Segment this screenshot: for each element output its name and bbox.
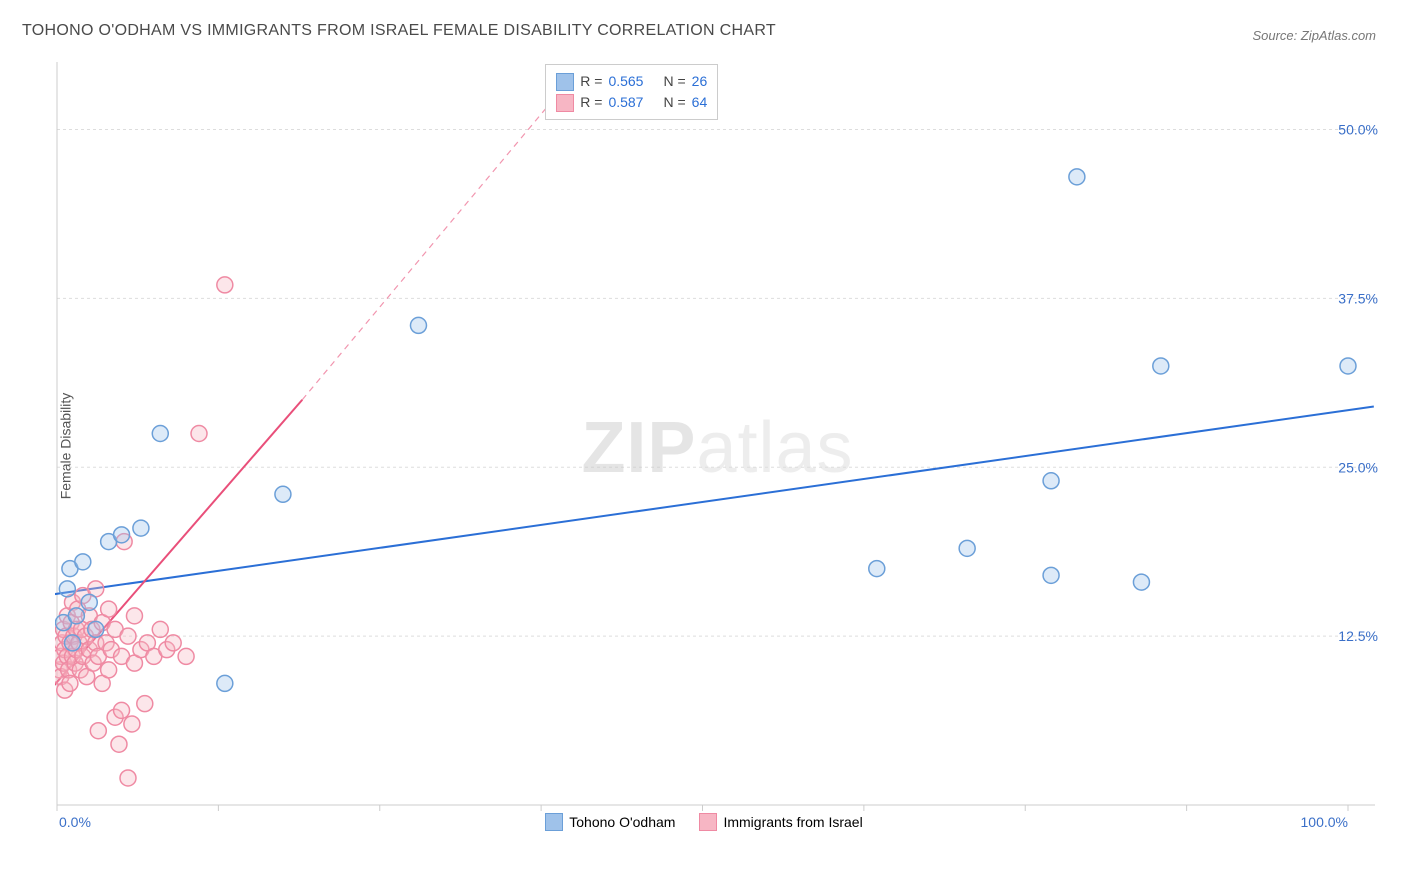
legend-item: Tohono O'odham xyxy=(545,813,675,831)
svg-text:100.0%: 100.0% xyxy=(1301,814,1348,830)
legend-label: Immigrants from Israel xyxy=(723,814,862,830)
legend-swatch xyxy=(556,94,574,112)
source-label: Source: ZipAtlas.com xyxy=(1252,28,1376,43)
r-value: 0.587 xyxy=(608,92,643,113)
chart-title: TOHONO O'ODHAM VS IMMIGRANTS FROM ISRAEL… xyxy=(22,22,776,40)
legend-item: Immigrants from Israel xyxy=(699,813,862,831)
legend-label: Tohono O'odham xyxy=(569,814,675,830)
legend-stat-row: R = 0.565 N = 26 xyxy=(556,71,707,92)
r-label: R = xyxy=(580,92,602,113)
legend-stat-row: R = 0.587 N = 64 xyxy=(556,92,707,113)
scatter-plot: ZIPatlas 25.0%50.0%12.5%37.5%0.0%100.0% … xyxy=(55,60,1380,835)
svg-text:0.0%: 0.0% xyxy=(59,814,91,830)
n-value: 64 xyxy=(692,92,708,113)
legend-swatch xyxy=(699,813,717,831)
r-value: 0.565 xyxy=(608,71,643,92)
n-value: 26 xyxy=(692,71,708,92)
svg-text:25.0%: 25.0% xyxy=(1338,459,1378,475)
legend-stats-box: R = 0.565 N = 26 R = 0.587 N = 64 xyxy=(545,64,718,120)
n-label: N = xyxy=(663,71,685,92)
legend-swatch xyxy=(556,73,574,91)
svg-text:37.5%: 37.5% xyxy=(1338,290,1378,306)
legend-series: Tohono O'odham Immigrants from Israel xyxy=(545,813,862,831)
svg-text:50.0%: 50.0% xyxy=(1338,122,1378,138)
chart-canvas: 25.0% 50.0% 12.5% 37.5% 0.0% 100.0% xyxy=(55,60,1380,835)
legend-swatch xyxy=(545,813,563,831)
r-label: R = xyxy=(580,71,602,92)
n-label: N = xyxy=(663,92,685,113)
svg-text:12.5%: 12.5% xyxy=(1338,628,1378,644)
